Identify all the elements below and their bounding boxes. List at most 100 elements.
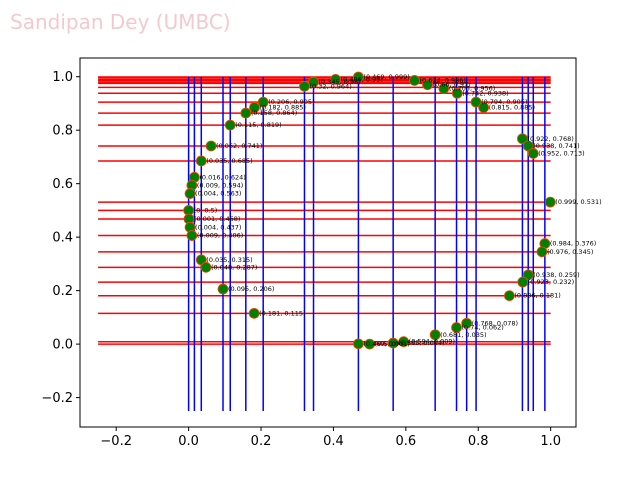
point-label: (0.938, 0.741) xyxy=(533,142,579,150)
data-point xyxy=(353,71,364,83)
point-label: (0.681, 0.035) xyxy=(440,331,486,339)
data-point xyxy=(186,230,198,241)
data-points xyxy=(183,71,556,350)
point-label: (0.624, 0.986) xyxy=(420,76,466,84)
point-label: (0.009, 0.406) xyxy=(197,232,243,240)
point-label: (0.115, 0.819) xyxy=(235,121,281,129)
y-tick-label: −0.2 xyxy=(41,391,73,406)
point-label: (0.048, 0.287) xyxy=(211,263,257,271)
point-label: (0.001, 0.468) xyxy=(194,215,240,223)
data-point xyxy=(205,140,217,152)
point-label: (0.469, 0.999) xyxy=(363,73,409,81)
data-point xyxy=(438,83,450,94)
point-label: (0.035, 0.315) xyxy=(206,256,252,264)
point-label: (0.004, 0.437) xyxy=(195,223,241,231)
point-label: (0.999, 0.531) xyxy=(555,198,601,206)
point-labels: (0.469, 0.999)(0.406, 0.99)(0.345, 0.98)… xyxy=(194,73,602,348)
point-label: (0.952, 0.713) xyxy=(538,149,584,157)
data-point xyxy=(409,75,420,86)
data-point xyxy=(517,133,528,145)
point-label: (0.062, 0.741) xyxy=(216,142,262,150)
point-label: (0, 0.5) xyxy=(194,206,218,214)
point-label: (0.469, 0.001) xyxy=(363,340,409,348)
point-label: (0.5, 0) xyxy=(375,340,399,348)
data-point xyxy=(422,79,433,91)
data-point xyxy=(330,73,342,85)
data-point xyxy=(451,87,463,99)
x-tick-label: −0.2 xyxy=(100,434,132,449)
data-point xyxy=(224,119,236,131)
y-tick-label: 1.0 xyxy=(52,70,73,85)
point-label: (0.938, 0.259) xyxy=(533,271,579,279)
data-point xyxy=(503,290,515,302)
x-axis-ticks: −0.2 0.0 0.2 0.4 0.6 0.8 1.0 xyxy=(100,427,561,449)
data-point xyxy=(200,261,212,273)
data-point xyxy=(299,80,310,92)
point-label: (0.768, 0.078) xyxy=(472,319,518,327)
point-label: (0.976, 0.345) xyxy=(547,248,593,256)
data-point xyxy=(522,140,534,152)
x-tick-label: 0.4 xyxy=(323,434,344,449)
x-tick-label: 0.6 xyxy=(395,434,416,449)
point-label: (0.009, 0.594) xyxy=(197,181,243,189)
point-label: (0.345, 0.98) xyxy=(319,78,361,86)
data-point xyxy=(470,96,482,108)
axes-frame xyxy=(79,57,577,428)
point-label: (0.594, 0.009) xyxy=(409,338,455,346)
data-point xyxy=(536,246,548,258)
point-label: (0.923, 0.232) xyxy=(528,278,574,286)
x-tick-label: 1.0 xyxy=(540,434,561,449)
point-label: (0.74, 0.062) xyxy=(462,324,504,332)
horizontal-lines xyxy=(98,76,551,345)
y-tick-label: 0.0 xyxy=(52,338,73,353)
point-label: (0.815, 0.885) xyxy=(489,103,535,111)
point-label: (0.016, 0.624) xyxy=(199,173,245,181)
data-point xyxy=(240,107,252,119)
point-label: (0.742, 0.938) xyxy=(462,89,508,97)
data-point xyxy=(184,188,196,199)
data-point xyxy=(517,276,529,288)
data-point xyxy=(308,76,319,88)
point-label: (0.794, 0.905) xyxy=(481,98,527,106)
point-label: (0.705, 0.956) xyxy=(449,84,495,92)
point-label: (0.004, 0.563) xyxy=(195,190,241,198)
point-label: (0.406, 0.99) xyxy=(341,75,383,83)
data-point xyxy=(364,338,376,350)
data-point xyxy=(527,148,539,159)
data-point xyxy=(398,336,410,348)
data-point xyxy=(217,283,229,295)
point-label: (0.886, 0.181) xyxy=(514,292,560,300)
point-label: (0.984, 0.376) xyxy=(550,240,596,248)
point-label: (0.095, 0.206) xyxy=(228,285,274,293)
point-label: (0.035, 0.685) xyxy=(206,157,252,165)
point-label: (0.181, 0.115) xyxy=(259,309,305,317)
data-point xyxy=(461,317,473,329)
data-point xyxy=(478,102,490,113)
y-tick-label: 0.2 xyxy=(52,284,73,299)
point-label: (0.182, 0.885) xyxy=(260,103,306,111)
watermark-text: Sandipan Dey (UMBC) xyxy=(10,10,231,34)
point-label: (0.32, 0.964) xyxy=(309,82,351,90)
point-label: (0.922, 0.768) xyxy=(527,135,573,143)
vertical-lines xyxy=(187,76,546,411)
point-label: (0.206, 0.905) xyxy=(268,98,314,106)
x-tick-label: 0.0 xyxy=(178,434,199,449)
data-point xyxy=(544,196,556,208)
data-point xyxy=(451,322,462,333)
y-tick-label: 0.6 xyxy=(52,177,73,192)
data-point xyxy=(522,269,534,281)
data-point xyxy=(257,96,269,108)
x-tick-label: 0.2 xyxy=(251,434,272,449)
x-tick-label: 0.8 xyxy=(468,434,489,449)
y-tick-label: 0.8 xyxy=(52,124,73,139)
data-point xyxy=(387,337,399,349)
y-tick-label: 0.4 xyxy=(52,231,73,246)
y-axis-ticks: −0.2 0.0 0.2 0.4 0.6 0.8 1.0 xyxy=(41,70,80,406)
data-point xyxy=(429,329,441,341)
data-point xyxy=(353,338,364,350)
point-label: (0.66, 0.97) xyxy=(433,81,471,89)
data-point xyxy=(249,102,260,113)
point-label: (0.565, 0.004) xyxy=(398,339,444,347)
point-label: (0.158, 0.864) xyxy=(251,109,297,117)
